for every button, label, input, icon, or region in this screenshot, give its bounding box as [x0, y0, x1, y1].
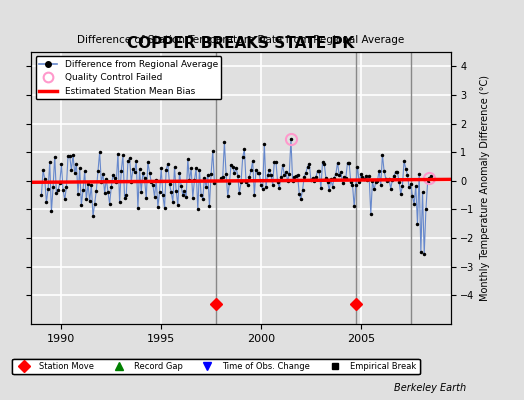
- Legend: Station Move, Record Gap, Time of Obs. Change, Empirical Break: Station Move, Record Gap, Time of Obs. C…: [12, 359, 420, 374]
- Text: Berkeley Earth: Berkeley Earth: [394, 383, 466, 393]
- Y-axis label: Monthly Temperature Anomaly Difference (°C): Monthly Temperature Anomaly Difference (…: [481, 75, 490, 301]
- Text: Difference of Station Temperature Data from Regional Average: Difference of Station Temperature Data f…: [78, 35, 405, 45]
- Title: COPPER BREAKS STATE PK: COPPER BREAKS STATE PK: [127, 36, 355, 51]
